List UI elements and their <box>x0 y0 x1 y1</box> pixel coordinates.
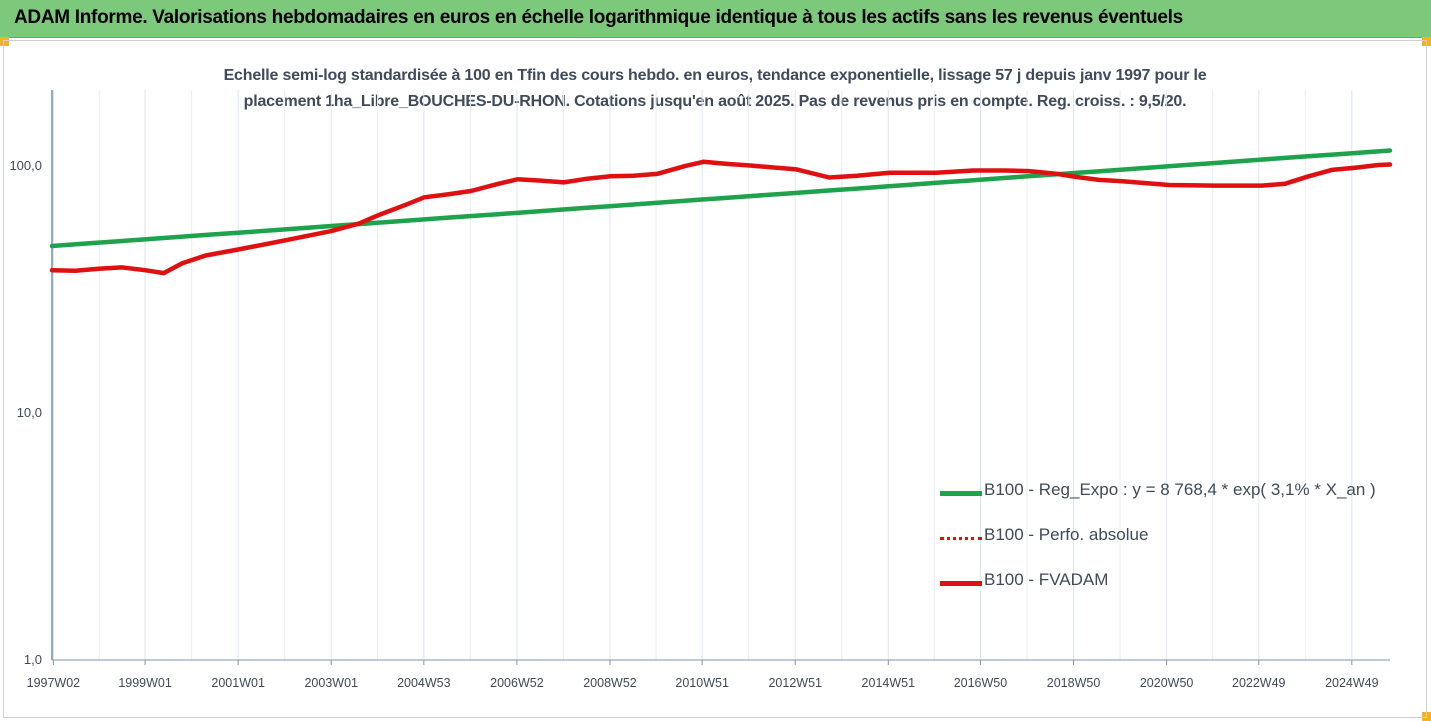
chart-gridlines <box>52 90 1353 660</box>
chart-title: Echelle semi-log standardisée à 100 en T… <box>150 63 1280 115</box>
legend-label: B100 - Reg_Expo : y = 8 768,4 * exp( 3,1… <box>984 480 1376 499</box>
x-tick-label: 2016W50 <box>954 676 1008 690</box>
y-tick-label: 10,0 <box>17 405 42 420</box>
chart-title-line-1: Echelle semi-log standardisée à 100 en T… <box>223 67 1207 84</box>
chart-frame <box>3 40 1427 718</box>
report-header-banner: ADAM Informe. Valorisations hebdomadaire… <box>0 0 1431 38</box>
chart-series <box>49 148 1393 276</box>
x-tick-label: 2018W50 <box>1047 676 1101 690</box>
legend-label: B100 - Perfo. absolue <box>984 525 1149 544</box>
legend-swatch <box>940 537 982 540</box>
x-axis-ticks: 1997W02 1999W01 2001W01 2003W01 2004W53 2006W… <box>27 660 1379 690</box>
legend-label: B100 - FVADAM <box>984 570 1109 589</box>
x-tick-label: 2008W52 <box>583 676 637 690</box>
legend-swatch <box>940 581 982 586</box>
y-tick-label: 1,0 <box>24 652 42 667</box>
x-tick-label: 2004W53 <box>397 676 451 690</box>
x-tick-label: 2003W01 <box>304 676 358 690</box>
x-tick-label: 2022W49 <box>1232 676 1286 690</box>
x-tick-label: 2020W50 <box>1140 676 1194 690</box>
y-tick-label: 100,0 <box>9 158 42 173</box>
chart-title-line-2: placement 1ha_Libre_BOUCHES-DU-RHON. Cot… <box>243 93 1187 110</box>
x-tick-label: 1997W02 <box>27 676 81 690</box>
x-tick-label: 2001W01 <box>211 676 265 690</box>
x-tick-label: 2012W51 <box>768 676 822 690</box>
series-line-b100-fvadam <box>49 159 1393 276</box>
report-title: ADAM Informe. Valorisations hebdomadaire… <box>14 7 1183 28</box>
y-axis-ticks: 1,0 10,0 100,0 <box>9 158 42 667</box>
x-tick-label: 2010W51 <box>675 676 729 690</box>
x-tick-label: 2006W52 <box>490 676 544 690</box>
x-tick-label: 1999W01 <box>118 676 172 690</box>
corner-marker <box>0 37 9 46</box>
x-tick-label: 2014W51 <box>862 676 916 690</box>
series-line-b100-reg-expo-y-8-768-4-exp-3-1-x-an <box>49 148 1393 249</box>
x-tick-label: 2024W49 <box>1325 676 1379 690</box>
legend-swatch <box>940 491 982 496</box>
chart-axes <box>51 90 1390 661</box>
